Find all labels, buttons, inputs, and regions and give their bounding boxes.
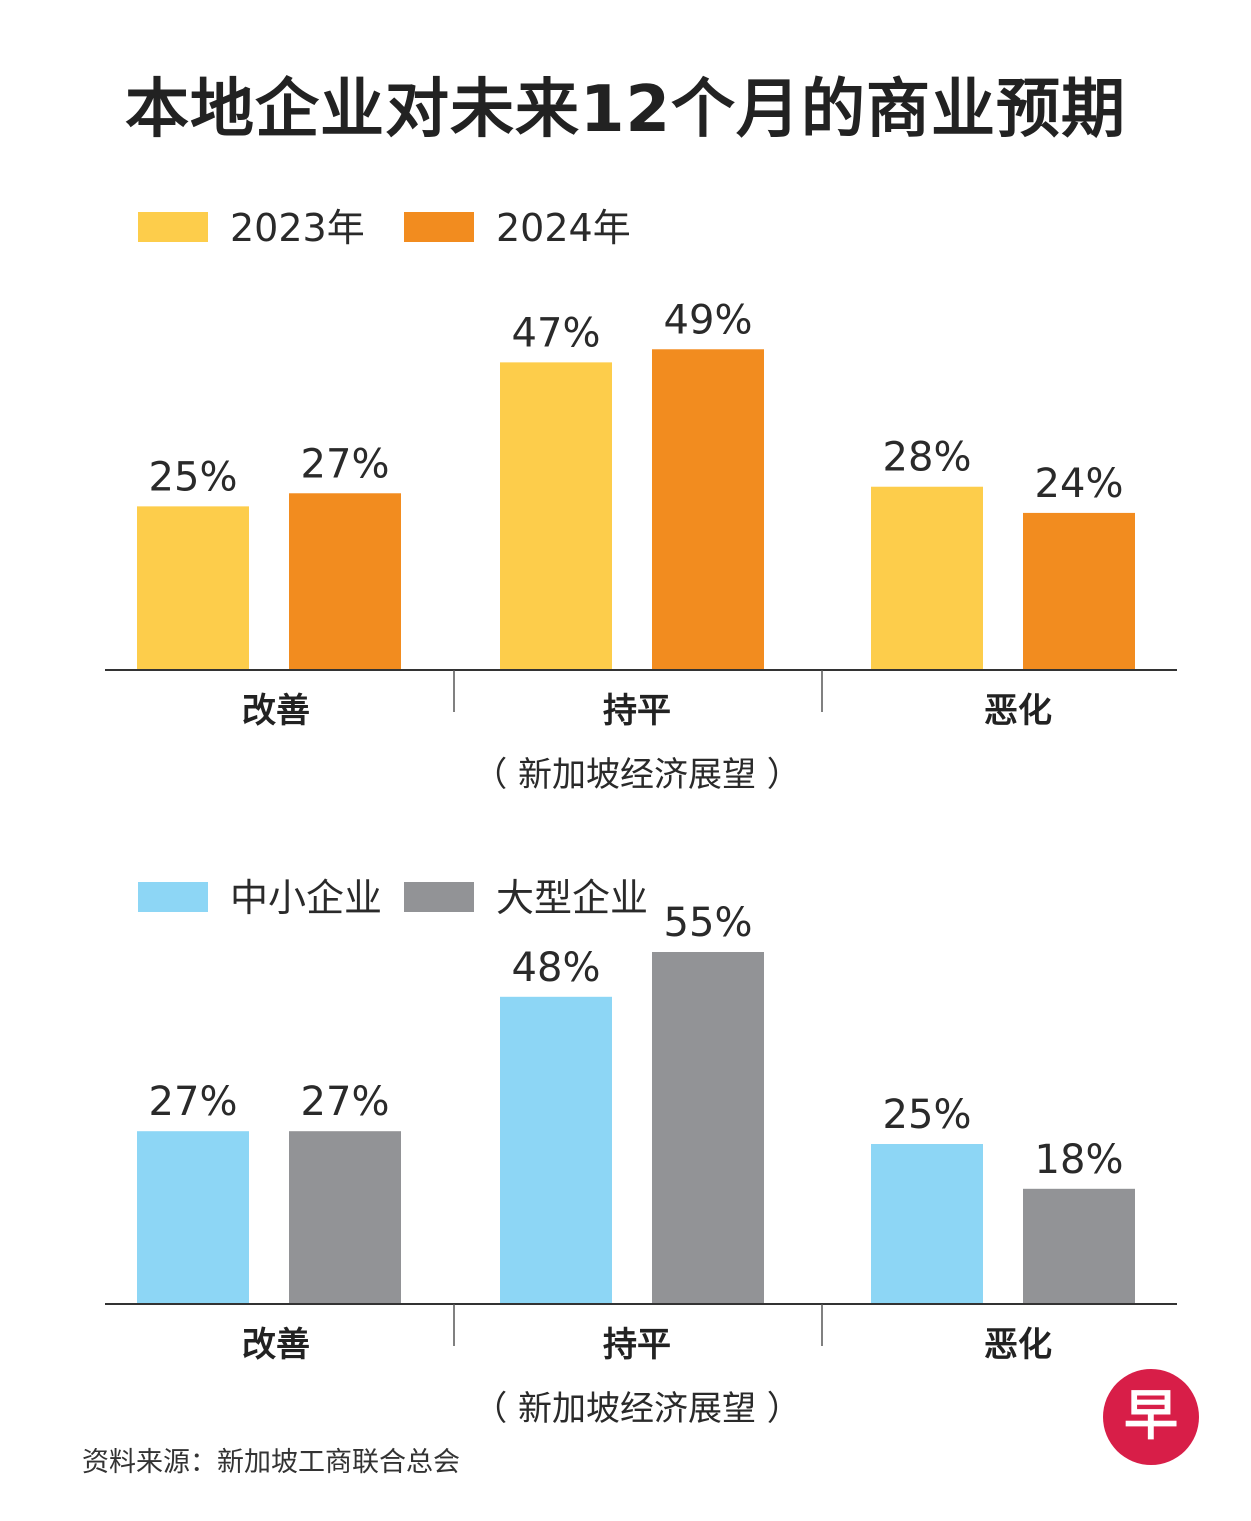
bar-1-0-1: [289, 1131, 401, 1304]
category-label-0-0: 改善: [242, 691, 310, 731]
bar-0-0-0: [137, 506, 249, 670]
chart-sme-vs-large: 中小企业 大型企业 27% 27% 48% 55% 25% 18% 改善 持平 （ 新加坡经济展望 …: [105, 876, 1177, 1429]
category-label-1-1: 持平: [603, 1325, 671, 1365]
bar-1-1-0: [500, 996, 612, 1304]
data-label-0-1-1: 49%: [664, 297, 753, 343]
bar-0-1-1: [652, 349, 764, 670]
data-label-0-0-1: 27%: [301, 441, 390, 487]
category-label-0-1: 持平: [603, 691, 671, 731]
legend-label-0-1: 2024年: [496, 206, 631, 250]
bar-1-2-0: [871, 1144, 983, 1304]
legend-label-0-0: 2023年: [230, 206, 365, 250]
legend-swatch-1-1: [404, 882, 474, 912]
bar-1-1-1: [652, 952, 764, 1304]
category-label-1-0: 改善: [242, 1325, 310, 1365]
bar-1-0-0: [137, 1131, 249, 1304]
legend-swatch-1-0: [138, 882, 208, 912]
data-label-1-0-1: 27%: [301, 1079, 390, 1125]
data-label-0-0-0: 25%: [149, 454, 238, 500]
category-label-0-2: 恶化: [984, 691, 1052, 731]
chart-title: 本地企业对未来12个月的商业预期: [124, 73, 1127, 147]
source-note: 资料来源：新加坡工商联合总会: [82, 1447, 460, 1478]
bar-0-2-0: [871, 486, 983, 670]
data-label-0-2-0: 28%: [883, 435, 972, 481]
bar-0-0-1: [289, 493, 401, 670]
bar-0-1-0: [500, 362, 612, 670]
chart-2023-vs-2024: 2023年 2024年 25% 27% 47% 49% 28% 24% 改善 持平 （ 新加坡经济展…: [105, 206, 1177, 795]
category-subtitle-0-1: （ 新加坡经济展望 ）: [473, 755, 801, 795]
zaobao-logo-icon: 早: [1103, 1369, 1199, 1465]
data-label-1-2-1: 18%: [1035, 1137, 1124, 1183]
data-label-1-1-1: 55%: [664, 900, 753, 946]
category-subtitle-1-1: （ 新加坡经济展望 ）: [473, 1389, 801, 1429]
data-label-1-2-0: 25%: [883, 1092, 972, 1138]
bar-0-2-1: [1023, 512, 1135, 670]
data-label-1-1-0: 48%: [512, 945, 601, 991]
category-label-1-2: 恶化: [984, 1325, 1052, 1365]
data-label-1-0-0: 27%: [149, 1079, 238, 1125]
svg-text:早: 早: [1124, 1384, 1178, 1447]
legend-label-1-1: 大型企业: [496, 876, 648, 920]
legend-swatch-0-1: [404, 212, 474, 242]
legend-swatch-0-0: [138, 212, 208, 242]
bar-1-2-1: [1023, 1188, 1135, 1304]
data-label-0-2-1: 24%: [1035, 461, 1124, 507]
legend-label-1-0: 中小企业: [230, 876, 382, 920]
data-label-0-1-0: 47%: [512, 310, 601, 356]
